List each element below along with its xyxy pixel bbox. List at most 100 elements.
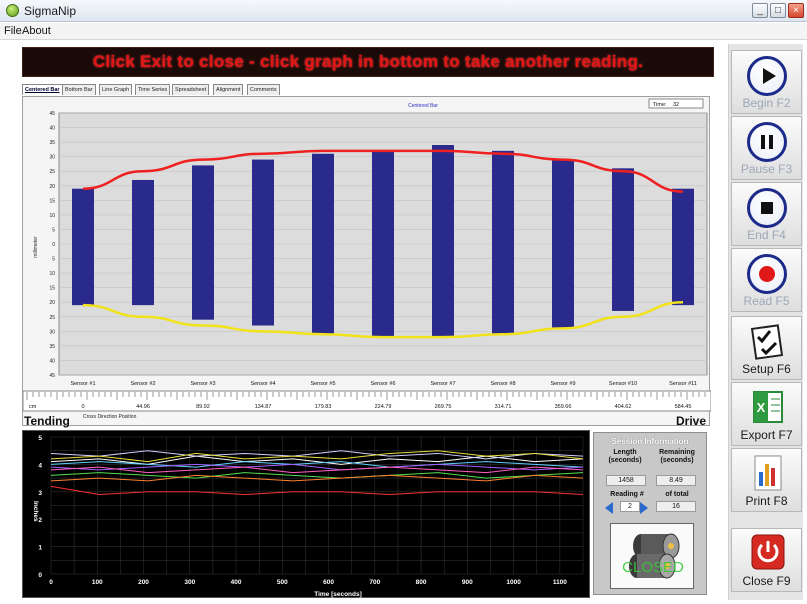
- bar-chart-svg[interactable]: Centered Bar Time: 32 millimeter 45 40 35 3…: [23, 97, 711, 427]
- sensor-bar[interactable]: [372, 150, 394, 338]
- sensor-label: Sensor #5: [310, 381, 335, 387]
- sensor-bar[interactable]: [252, 159, 274, 326]
- trend-y-tick: 5: [38, 435, 42, 442]
- sensor-bar[interactable]: [492, 150, 514, 335]
- trend-x-tick: 0: [49, 579, 53, 586]
- trend-x-label: Time [seconds]: [314, 591, 362, 598]
- read-label: Read F5: [743, 294, 790, 308]
- begin-button[interactable]: Begin F2: [731, 50, 802, 114]
- session-info-panel: Session Information Length (seconds) Rem…: [593, 432, 707, 595]
- reading-next-arrow[interactable]: [640, 502, 648, 514]
- upper-envelope-curve: [82, 149, 684, 193]
- reading-spinner-value[interactable]: 2: [620, 501, 640, 512]
- remaining-label: Remaining (seconds): [659, 449, 695, 464]
- trend-chart-svg[interactable]: 0 100 200 300 400 500 600 700 800 900 1000 1100 0 1 2…: [23, 431, 591, 599]
- length-value: 1458: [606, 475, 646, 486]
- svg-text:X: X: [757, 400, 766, 415]
- sensor-bar[interactable]: [432, 145, 454, 338]
- reading-prev-arrow[interactable]: [605, 502, 613, 514]
- close-button[interactable]: Close F9: [731, 528, 802, 592]
- tab-centered-bar[interactable]: Centered Bar: [22, 84, 63, 95]
- trend-x-tick: 700: [369, 579, 380, 586]
- record-icon: [747, 254, 787, 294]
- title-bar: SigmaNip _ □ ×: [0, 0, 807, 22]
- sensor-bar[interactable]: [552, 159, 574, 329]
- stop-icon: [747, 188, 787, 228]
- y-axis-label: millimeter: [33, 236, 39, 258]
- centered-bar-chart[interactable]: Centered Bar Time: 32 millimeter 45 40 35 3…: [22, 96, 711, 427]
- position-label: 224.79: [375, 404, 392, 410]
- read-button[interactable]: Read F5: [731, 248, 802, 312]
- sensor-bar[interactable]: [132, 179, 154, 306]
- trend-y-tick: 0: [38, 572, 42, 579]
- trend-series-line: [50, 450, 584, 460]
- tab-comments[interactable]: Comments: [247, 84, 280, 95]
- trend-y-tick: 3: [38, 490, 42, 497]
- sensor-bar[interactable]: [72, 188, 94, 306]
- tab-alignment[interactable]: Alignment: [213, 84, 244, 95]
- sensor-bar[interactable]: [192, 165, 214, 320]
- bar-chart-report-icon: [754, 455, 782, 491]
- sensor-label: Sensor #1: [70, 381, 95, 387]
- close-window-button[interactable]: ×: [788, 3, 804, 18]
- minimize-button[interactable]: _: [752, 3, 768, 18]
- setup-button[interactable]: Setup F6: [731, 316, 802, 380]
- tab-time-series[interactable]: Time Series: [135, 84, 171, 95]
- y-tick-label: 25: [49, 315, 55, 321]
- tab-line-graph[interactable]: Line Graph: [99, 84, 133, 95]
- y-tick-label: 20: [49, 184, 55, 190]
- sensor-bar[interactable]: [672, 188, 694, 306]
- export-button[interactable]: X Export F7: [731, 382, 802, 446]
- y-tick-label: 10: [49, 271, 55, 277]
- trend-x-tick: 900: [462, 579, 473, 586]
- roller-status-box: CLOSED: [610, 523, 694, 589]
- pause-icon: [747, 122, 787, 162]
- menu-file[interactable]: File: [4, 25, 22, 37]
- trend-series-line: [50, 472, 584, 479]
- position-label: 134.87: [255, 404, 272, 410]
- trend-x-tick: 1000: [506, 579, 521, 586]
- of-total-label: of total: [665, 491, 689, 498]
- position-ruler: [23, 390, 711, 412]
- total-value: 16: [656, 501, 696, 512]
- y-tick-label: 5: [52, 257, 55, 263]
- status-banner: Click Exit to close - click graph in bot…: [22, 47, 714, 77]
- trend-x-tick: 300: [184, 579, 195, 586]
- y-tick-label: 15: [49, 286, 55, 292]
- menu-about[interactable]: About: [22, 25, 51, 37]
- trend-x-tick: 500: [277, 579, 288, 586]
- trend-series-line: [50, 461, 584, 468]
- trend-x-tick: 100: [92, 579, 103, 586]
- trend-series-line: [50, 463, 584, 471]
- trend-series-line: [50, 485, 584, 496]
- y-tick-label: 45: [49, 373, 55, 379]
- print-button[interactable]: Print F8: [731, 448, 802, 512]
- y-tick-label: 20: [49, 300, 55, 306]
- trend-y-tick: 4: [38, 462, 42, 469]
- y-tick-label: 30: [49, 329, 55, 335]
- tending-label: Tending: [24, 414, 70, 428]
- export-label: Export F7: [740, 428, 793, 442]
- y-tick-label: 30: [49, 155, 55, 161]
- y-tick-label: 45: [49, 111, 55, 117]
- tab-spreadsheet[interactable]: Spreadsheet: [172, 84, 210, 95]
- right-toolbar: Begin F2 Pause F3 End F4 Read F5 Setup F…: [728, 44, 803, 600]
- ruler-unit: cm: [29, 404, 37, 410]
- closed-status-text: CLOSED: [622, 559, 684, 576]
- trend-y-label: Inches: [32, 501, 39, 522]
- tab-bottom-bar[interactable]: Bottom Bar: [62, 84, 96, 95]
- trend-x-tick: 1100: [553, 579, 567, 586]
- sensor-bar[interactable]: [612, 168, 634, 311]
- position-label: 404.62: [615, 404, 632, 410]
- sensor-label: Sensor #2: [130, 381, 155, 387]
- y-tick-label: 5: [52, 227, 55, 233]
- sensor-bar[interactable]: [312, 153, 334, 335]
- y-tick-label: 35: [49, 140, 55, 146]
- window-title: SigmaNip: [24, 4, 77, 18]
- pause-button[interactable]: Pause F3: [731, 116, 802, 180]
- trend-chart[interactable]: 0 100 200 300 400 500 600 700 800 900 1000 1100 0 1 2…: [22, 430, 590, 598]
- end-button[interactable]: End F4: [731, 182, 802, 246]
- reading-label: Reading #: [610, 491, 644, 498]
- maximize-button[interactable]: □: [770, 3, 786, 18]
- session-title: Session Information: [611, 437, 689, 446]
